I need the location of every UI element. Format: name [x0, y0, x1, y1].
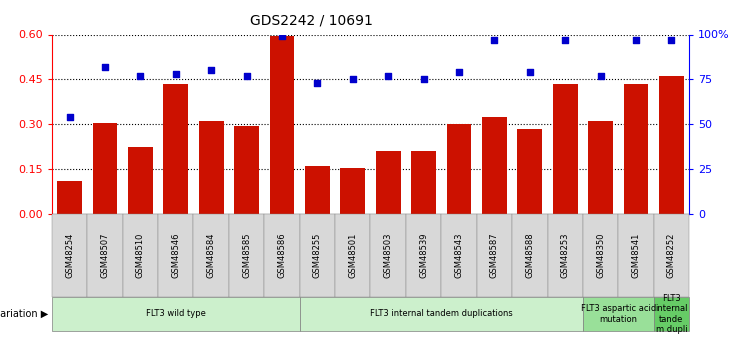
Point [524, 69, 536, 75]
Point [99, 64, 111, 70]
Text: GSM48588: GSM48588 [525, 233, 534, 278]
Text: GSM48541: GSM48541 [631, 233, 640, 278]
Point [595, 73, 607, 79]
Bar [234, 126, 259, 214]
Bar [624, 84, 648, 214]
Text: GSM48585: GSM48585 [242, 233, 251, 278]
Text: GDS2242 / 10691: GDS2242 / 10691 [250, 14, 373, 28]
Text: FLT3 aspartic acid
mutation: FLT3 aspartic acid mutation [581, 304, 656, 324]
Point [205, 68, 217, 73]
Text: GSM48546: GSM48546 [171, 233, 180, 278]
Bar [376, 151, 401, 214]
Text: GSM48501: GSM48501 [348, 233, 357, 278]
Bar [517, 129, 542, 214]
Point [630, 37, 642, 43]
Text: GSM48543: GSM48543 [454, 233, 464, 278]
Point [488, 37, 500, 43]
Bar [411, 151, 436, 214]
Text: GSM48252: GSM48252 [667, 233, 676, 278]
Text: GSM48539: GSM48539 [419, 233, 428, 278]
Point [311, 80, 323, 86]
Bar [163, 84, 188, 214]
Bar [482, 117, 507, 214]
Bar [93, 123, 117, 214]
Text: GSM48253: GSM48253 [561, 233, 570, 278]
Bar [270, 36, 294, 214]
Point [559, 37, 571, 43]
Point [170, 71, 182, 77]
Bar [447, 124, 471, 214]
Text: GSM48586: GSM48586 [277, 233, 287, 278]
Point [134, 73, 146, 79]
Text: GSM48255: GSM48255 [313, 233, 322, 278]
Text: GSM48503: GSM48503 [384, 233, 393, 278]
Text: FLT3 wild type: FLT3 wild type [146, 309, 206, 318]
Point [418, 77, 430, 82]
Bar [659, 76, 684, 214]
Point [453, 69, 465, 75]
Text: FLT3
internal
tande
m dupli: FLT3 internal tande m dupli [655, 294, 688, 334]
Bar [588, 121, 613, 214]
Text: FLT3 internal tandem duplications: FLT3 internal tandem duplications [370, 309, 513, 318]
Point [382, 73, 394, 79]
Point [276, 33, 288, 39]
Text: GSM48584: GSM48584 [207, 233, 216, 278]
Point [64, 114, 76, 120]
Text: GSM48350: GSM48350 [596, 233, 605, 278]
Bar [553, 84, 577, 214]
Bar [128, 147, 153, 214]
Text: GSM48254: GSM48254 [65, 233, 74, 278]
Text: GSM48510: GSM48510 [136, 233, 145, 278]
Bar [57, 181, 82, 214]
Bar [199, 121, 224, 214]
Bar [305, 166, 330, 214]
Point [665, 37, 677, 43]
Text: GSM48587: GSM48587 [490, 233, 499, 278]
Text: genotype/variation ▶: genotype/variation ▶ [0, 309, 48, 319]
Text: GSM48507: GSM48507 [101, 233, 110, 278]
Point [347, 77, 359, 82]
Point [241, 73, 253, 79]
Bar [340, 168, 365, 214]
